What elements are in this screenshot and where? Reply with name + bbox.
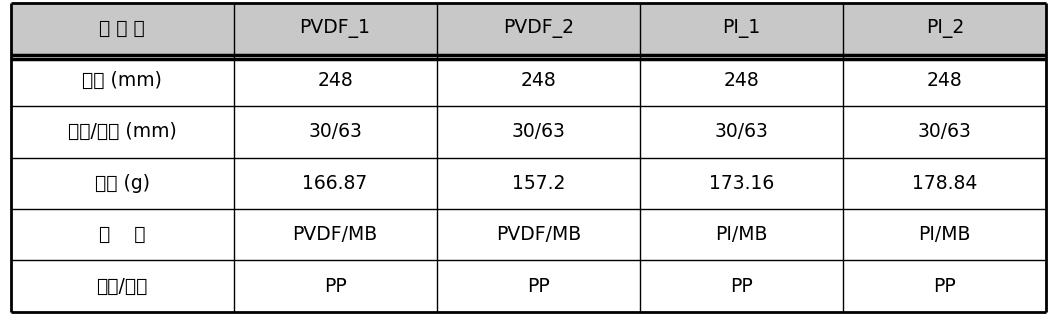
Text: 173.16: 173.16	[709, 174, 774, 193]
Bar	[234, 261, 437, 312]
Text: 30/63: 30/63	[714, 122, 768, 141]
Bar	[11, 209, 234, 261]
Bar	[234, 158, 437, 209]
Bar	[640, 158, 843, 209]
Text: PI_2: PI_2	[926, 20, 964, 38]
Text: 길이 (mm): 길이 (mm)	[83, 71, 162, 90]
Text: PI/MB: PI/MB	[715, 225, 768, 244]
Text: 내경/외경 (mm): 내경/외경 (mm)	[68, 122, 177, 141]
Bar	[640, 261, 843, 312]
Bar	[234, 54, 437, 106]
Bar	[234, 106, 437, 158]
Bar	[640, 54, 843, 106]
Text: PP: PP	[324, 277, 346, 295]
Text: PP: PP	[730, 277, 753, 295]
Text: 248: 248	[521, 71, 557, 90]
Bar	[437, 106, 640, 158]
Bar	[437, 54, 640, 106]
Text: PP: PP	[527, 277, 550, 295]
Bar	[843, 158, 1046, 209]
Text: 30/63: 30/63	[918, 122, 971, 141]
Bar	[843, 106, 1046, 158]
Text: 157.2: 157.2	[512, 174, 565, 193]
Text: PI_1: PI_1	[723, 20, 761, 38]
Text: PVDF/MB: PVDF/MB	[496, 225, 581, 244]
Bar	[640, 3, 843, 54]
Bar	[843, 209, 1046, 261]
Text: PVDF_2: PVDF_2	[503, 20, 573, 38]
Text: PVDF_1: PVDF_1	[299, 20, 370, 38]
Text: PP: PP	[933, 277, 956, 295]
Bar	[234, 209, 437, 261]
Bar	[11, 106, 234, 158]
Bar	[11, 3, 234, 54]
Bar	[640, 209, 843, 261]
Bar	[437, 261, 640, 312]
Text: 248: 248	[724, 71, 760, 90]
Bar	[640, 106, 843, 158]
Bar	[843, 261, 1046, 312]
Bar	[11, 158, 234, 209]
Text: 무게 (g): 무게 (g)	[94, 174, 149, 193]
Text: PI/MB: PI/MB	[918, 225, 971, 244]
Text: 248: 248	[317, 71, 353, 90]
Text: 30/63: 30/63	[308, 122, 362, 141]
Text: 248: 248	[927, 71, 963, 90]
Bar	[437, 209, 640, 261]
Text: 30/63: 30/63	[511, 122, 565, 141]
Text: 시 료 명: 시 료 명	[99, 20, 145, 38]
Bar	[437, 158, 640, 209]
Text: 코아/커버: 코아/커버	[96, 277, 148, 295]
Bar	[11, 54, 234, 106]
Bar	[234, 3, 437, 54]
Bar	[843, 3, 1046, 54]
Text: 178.84: 178.84	[912, 174, 978, 193]
Text: PVDF/MB: PVDF/MB	[292, 225, 378, 244]
Bar	[11, 261, 234, 312]
Bar	[843, 54, 1046, 106]
Bar	[437, 3, 640, 54]
Text: 166.87: 166.87	[303, 174, 368, 193]
Text: 여    재: 여 재	[98, 225, 145, 244]
